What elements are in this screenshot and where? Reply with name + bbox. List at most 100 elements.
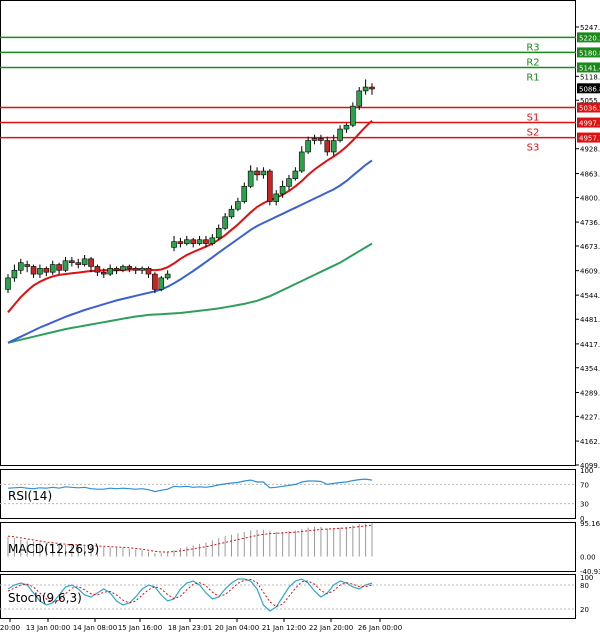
- macd-label: MACD(12,26,9): [8, 542, 99, 556]
- candle-body-down: [152, 273, 158, 290]
- candle: [132, 266, 139, 275]
- candle: [17, 258, 24, 275]
- rsi-tick-label: 70: [580, 481, 589, 489]
- level-name-s3: S3: [527, 143, 540, 154]
- candle: [343, 123, 350, 133]
- candle-body-up: [11, 269, 18, 279]
- candle-body-up: [343, 124, 350, 130]
- candle: [330, 134, 337, 156]
- candle: [37, 264, 43, 278]
- level-value-r3: 5220.2: [579, 34, 600, 42]
- candle-body-down: [43, 268, 50, 273]
- price-tick-label: 4289.8: [580, 389, 600, 397]
- candle-body-up: [49, 264, 56, 273]
- candle: [171, 235, 177, 252]
- macd-panel-frame: [0, 522, 576, 572]
- macd-tick-label: -40.937: [580, 568, 600, 576]
- rsi-label: RSI(14): [8, 489, 52, 503]
- rsi-tick-label: 30: [580, 501, 589, 509]
- level-tag-s2: [577, 117, 600, 128]
- candle-body-down: [203, 239, 209, 244]
- moving-averages: [7, 119, 373, 344]
- candle-body-up: [350, 105, 356, 126]
- candle: [241, 182, 248, 204]
- level-value-r1: 5141.4: [579, 64, 600, 72]
- candle: [5, 274, 11, 294]
- level-value-s3: 4957.7: [579, 135, 600, 143]
- candle: [196, 235, 203, 246]
- ma-mid-line: [7, 159, 373, 344]
- candle-body-up: [81, 258, 88, 265]
- candle: [369, 83, 375, 95]
- candle-body-up: [362, 86, 369, 92]
- level-value-s1: 5036.5: [579, 104, 600, 112]
- price-tick-label: 4673.6: [580, 243, 600, 251]
- time-tick-label: 14 Jan 08:00: [73, 624, 117, 632]
- price-tick-label: 4099.8: [580, 462, 600, 470]
- price-tick-label: 5055.5: [580, 97, 600, 105]
- current-price-label: 5086.8: [579, 85, 600, 93]
- stoch-panel-frame: [0, 574, 576, 619]
- candle-body-up: [273, 193, 280, 202]
- candle-body-up: [228, 208, 235, 218]
- candle: [318, 134, 324, 145]
- candle: [273, 190, 280, 206]
- candle-body-up: [5, 277, 11, 290]
- candle-body-down: [145, 268, 152, 275]
- candle: [247, 165, 254, 189]
- candle-body-down: [69, 260, 75, 263]
- candle: [267, 169, 273, 206]
- ma-fast-line: [7, 119, 373, 313]
- stoch-tick-label: 20: [580, 606, 589, 614]
- time-axis: 20:00 13 Jan 00:00 14 Jan 08:00 15 Jan 16:0…: [0, 619, 402, 632]
- candle-body-up: [279, 186, 286, 195]
- candle-body-up: [305, 140, 311, 153]
- candle: [350, 102, 356, 128]
- candle: [56, 262, 62, 275]
- candle-body-up: [260, 170, 267, 176]
- candle-body-down: [100, 271, 107, 275]
- candle: [43, 266, 50, 276]
- candle: [69, 256, 75, 267]
- candle: [298, 146, 305, 173]
- candle: [235, 197, 241, 212]
- time-tick-label: 18 Jan 23:01: [168, 624, 212, 632]
- candle: [158, 275, 165, 292]
- rsi-line: [7, 478, 373, 493]
- candle: [177, 237, 184, 248]
- candle-body-down: [369, 86, 375, 90]
- rsi-panel-frame: [0, 469, 576, 519]
- price-tick-label: 4481.7: [580, 316, 600, 324]
- candle: [145, 266, 152, 278]
- level-tag-r3: [577, 32, 600, 43]
- candle-body-up: [17, 262, 24, 271]
- candle-body-down: [113, 268, 120, 271]
- candle-body-up: [164, 273, 171, 279]
- candle-body-up: [209, 237, 216, 244]
- candle: [62, 256, 69, 273]
- candle: [75, 258, 82, 269]
- candle-body-down: [254, 170, 260, 176]
- price-tick-label: 4227.1: [580, 413, 600, 421]
- candle-body-down: [30, 266, 37, 275]
- candle-body-up: [286, 178, 292, 187]
- candlesticks: [5, 79, 375, 294]
- price-tick-label: 5247.4: [580, 24, 600, 32]
- candle-body-up: [241, 186, 248, 202]
- price-tick-label: 4417.1: [580, 341, 600, 349]
- candle: [222, 213, 228, 231]
- candle-body-up: [311, 138, 318, 141]
- candle-body-up: [37, 268, 43, 275]
- price-tick-label: 4544.8: [580, 292, 600, 300]
- candle-body-up: [292, 170, 299, 179]
- candle-body-up: [356, 90, 363, 107]
- stoch-label: Stoch(9,6,3): [8, 591, 82, 605]
- candle-body-up: [62, 260, 69, 271]
- candle: [190, 237, 196, 248]
- level-name-r3: R3: [526, 42, 539, 53]
- candle-body-up: [107, 268, 113, 275]
- candle: [209, 234, 216, 246]
- stoch-k-line: [7, 578, 373, 612]
